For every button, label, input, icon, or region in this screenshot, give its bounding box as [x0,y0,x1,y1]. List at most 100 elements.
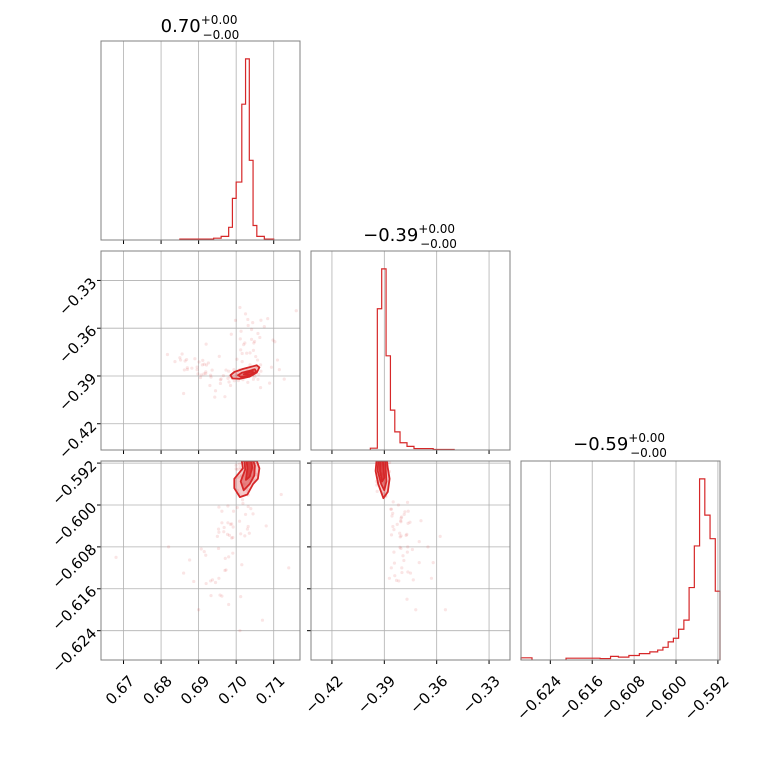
scatter-p0-p2 [114,461,291,633]
sample-point [185,366,189,370]
contour-level-3 [379,461,386,483]
sample-point [275,358,280,362]
sample-point [277,368,281,372]
sample-point [238,337,242,341]
sample-point [256,377,260,381]
x-tick-label-p1: −0.33 [459,672,504,717]
sample-point [262,325,266,329]
sample-point [185,357,189,362]
sample-point [257,372,261,376]
sample-point [294,309,298,313]
sample-point [204,371,208,376]
sample-point [227,369,231,373]
sample-point [426,545,430,549]
sample-point [228,522,233,526]
title-p1-lower: −0.00 [420,237,457,251]
sample-point [240,360,244,364]
sample-point [389,566,393,570]
sample-point [213,395,217,399]
sample-point [216,546,221,551]
x-tick-label-p0: 0.71 [252,672,288,708]
sample-point [246,317,250,322]
sample-point [210,368,214,372]
sample-point [258,363,263,367]
sample-point [226,521,230,525]
sample-point [193,357,197,361]
sample-point [236,378,241,383]
sample-point [429,576,434,580]
sample-point [392,550,396,554]
sample-point [180,352,184,356]
sample-point [218,381,222,386]
x-tick-label-p2: −0.600 [639,672,691,724]
sample-point [238,305,242,310]
y-tick-label-row-2: −0.624 [48,624,100,676]
sample-point [227,555,231,559]
sample-point [204,553,208,557]
sample-point [258,335,262,340]
sample-point [402,512,406,517]
axes-frame-2-0 [100,460,301,661]
sample-point [414,608,418,612]
sample-point [217,354,221,358]
y-tick-label-row-2: −0.592 [48,457,100,509]
sample-point [443,608,448,612]
title-p2: −0.59+0.00 −0.00 [573,431,667,460]
sample-point [228,383,233,388]
sample-point [231,525,235,529]
sample-point [242,343,246,347]
sample-point [239,532,243,536]
sample-point [387,576,391,580]
sample-point [166,545,171,549]
sample-point [269,365,274,369]
sample-point [226,376,230,380]
x-tick-label-p1: −0.36 [406,672,451,717]
sample-point [240,563,244,567]
sample-point [227,533,232,537]
title-p1: −0.39+0.00 −0.00 [363,222,457,251]
sample-point [243,534,247,538]
y-tick-label-row-1: −0.42 [55,417,100,462]
sample-point [240,498,245,502]
sample-point [204,363,209,367]
sample-point [405,500,410,504]
sample-point [251,321,255,325]
sample-point [398,531,402,535]
scatter-p0-p1 [165,305,298,399]
sample-point [406,509,410,513]
histogram-p2 [520,478,721,660]
panel-2-1 [307,460,511,664]
sample-point [206,361,210,365]
sample-point [403,510,407,514]
sample-point [192,579,196,584]
sample-point [395,522,399,526]
sample-point [391,524,395,529]
sample-point [227,602,231,607]
sample-point [221,374,226,378]
sample-point [260,618,265,622]
panel-2-2 [520,460,721,664]
sample-point [213,580,218,585]
sample-point [243,341,247,345]
sample-point [406,570,410,574]
sample-point [246,524,250,529]
sample-point [279,492,283,497]
sample-point [387,461,392,465]
sample-point [232,368,236,372]
sample-point [209,593,213,598]
sample-point [234,372,238,376]
sample-point [396,503,401,507]
sample-point [209,579,213,583]
sample-point [411,578,415,582]
sample-point [219,377,223,381]
sample-point [204,370,208,374]
sample-point [251,512,255,516]
sample-point [225,532,230,536]
axes-frame-2-2 [520,460,721,661]
sample-point [199,547,203,551]
sample-point [223,568,227,573]
sample-point [240,351,244,356]
x-tick-label-p1: −0.39 [354,672,399,717]
title-p0: 0.70+0.00 −0.00 [161,13,240,42]
sample-point [408,571,413,575]
